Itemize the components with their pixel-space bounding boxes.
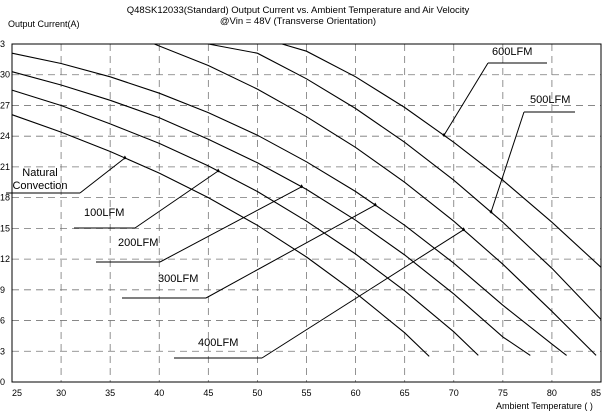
curve-label: Natural xyxy=(22,167,57,179)
curve-label: 100LFM xyxy=(84,207,124,219)
curve-label: 400LFM xyxy=(198,337,238,349)
label-leader xyxy=(261,229,464,359)
chart-title: Q48SK12033(Standard) Output Current vs. … xyxy=(127,5,470,16)
series-line xyxy=(11,89,479,356)
chart-subtitle: @Vin = 48V (Transverse Orientation) xyxy=(220,16,376,27)
x-tick-label: 45 xyxy=(203,388,213,398)
curve-label: 200LFM xyxy=(118,237,158,249)
leader-arrow xyxy=(442,132,446,137)
leader-arrow xyxy=(462,227,466,232)
x-tick-label: 50 xyxy=(252,388,262,398)
x-tick-label: 30 xyxy=(56,388,66,398)
leader-arrow xyxy=(373,202,377,207)
series-line xyxy=(12,43,602,320)
y-tick-label: 30 xyxy=(0,70,10,80)
y-tick-label: 12 xyxy=(0,254,10,264)
label-leader xyxy=(490,111,525,213)
x-tick-label: 75 xyxy=(498,388,508,398)
series-line xyxy=(12,43,597,356)
y-tick-label: 15 xyxy=(0,223,10,233)
y-tick-label: 3 xyxy=(0,346,5,356)
y-tick-label: 24 xyxy=(0,131,10,141)
label-leader xyxy=(134,170,219,229)
curve-label: 500LFM xyxy=(530,94,570,106)
label-leader xyxy=(205,204,376,299)
y-tick-label: 0 xyxy=(0,377,5,387)
leader-arrow xyxy=(216,168,220,173)
y-tick-label: 3 xyxy=(0,39,5,49)
y-axis-label: Output Current(A) xyxy=(8,19,80,29)
plot-frame xyxy=(11,43,602,383)
tick-labels: 25 30 35 40 45 50 55 60 65 70 75 80 85 0 3 6 9 12 15 18 21 24… xyxy=(0,39,601,398)
series-line xyxy=(11,71,531,356)
curves xyxy=(11,43,602,357)
y-tick-label: 6 xyxy=(0,316,5,326)
x-axis-label: Ambient Temperature ( ) xyxy=(496,401,593,411)
x-tick-label: 80 xyxy=(547,388,557,398)
x-tick-label: 55 xyxy=(301,388,311,398)
series-line xyxy=(12,43,602,268)
x-tick-label: 60 xyxy=(351,388,361,398)
x-tick-label: 65 xyxy=(400,388,410,398)
y-tick-label: 21 xyxy=(0,162,10,172)
curve-label: 600LFM xyxy=(492,46,532,58)
label-leader xyxy=(443,62,489,136)
leader-arrow xyxy=(489,209,493,214)
x-tick-label: 25 xyxy=(12,388,22,398)
series-line xyxy=(11,52,567,356)
curve-label: Convection xyxy=(12,180,67,192)
x-tick-label: 35 xyxy=(105,388,115,398)
curve-label: 300LFM xyxy=(158,273,198,285)
series-line xyxy=(11,114,430,357)
label-leader xyxy=(159,186,302,263)
y-tick-label: 9 xyxy=(0,285,5,295)
x-tick-label: 70 xyxy=(449,388,459,398)
y-tick-label: 27 xyxy=(0,100,10,110)
x-tick-label: 85 xyxy=(591,388,601,398)
y-tick-label: 18 xyxy=(0,193,10,203)
leader-arrow xyxy=(123,155,127,160)
label-leader xyxy=(79,157,126,194)
x-tick-label: 40 xyxy=(154,388,164,398)
leader-arrow xyxy=(300,184,304,189)
